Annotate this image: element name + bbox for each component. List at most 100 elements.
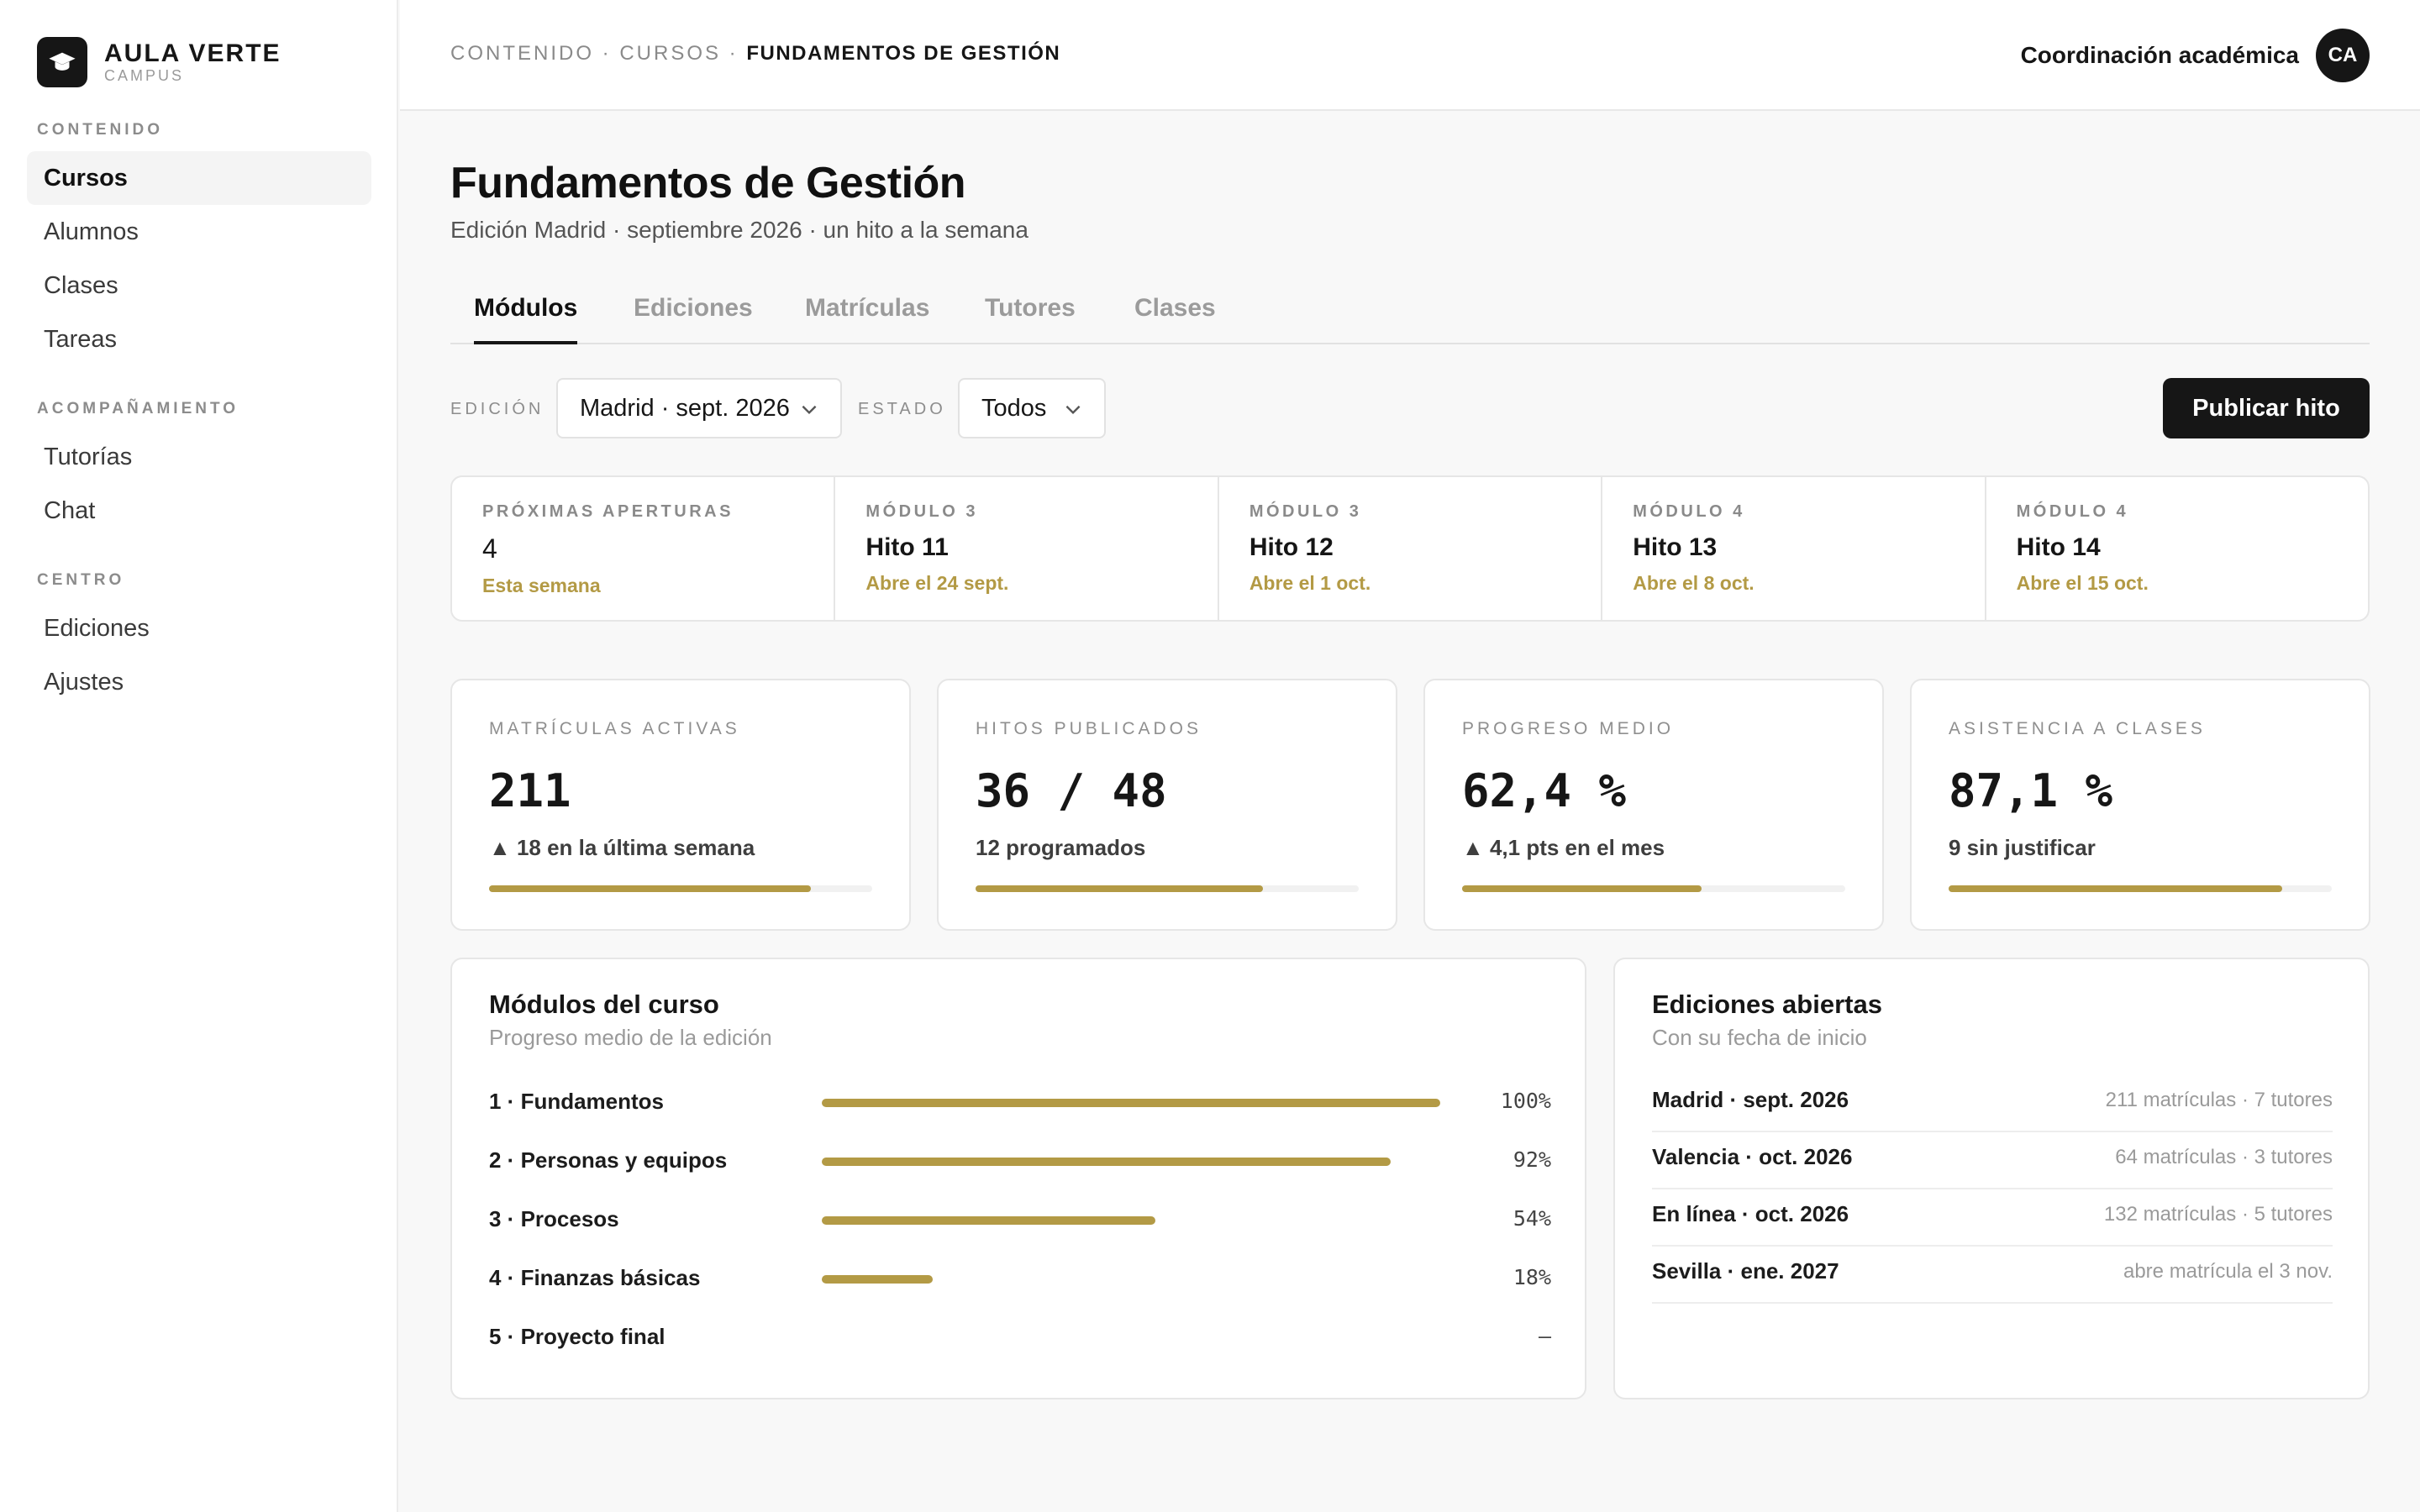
edition-meta: 211 matrículas · 7 tutores <box>2105 1089 2333 1111</box>
milestone-title: Hito 12 <box>1249 533 1334 561</box>
module-progress-fill <box>822 1216 1156 1225</box>
tab-tutores[interactable]: Tutores <box>985 294 1076 322</box>
module-row[interactable]: 3 · Procesos 54% <box>489 1203 1551 1236</box>
edition-row[interactable]: Valencia · oct. 2026 64 matrículas · 3 t… <box>1652 1132 2333 1189</box>
module-progress-track <box>822 1275 1440 1284</box>
kpi-progress-bar <box>976 885 1359 892</box>
kpi-label: ASISTENCIA A CLASES <box>1949 719 2206 738</box>
editions-panel: Ediciones abiertas Con su fecha de inici… <box>1613 958 2370 1399</box>
kpi-progress-bar <box>489 885 872 892</box>
breadcrumb-separator: · <box>594 42 620 65</box>
edition-select[interactable]: Madrid · sept. 2026 <box>556 378 842 438</box>
milestone-module: MÓDULO 4 <box>2016 502 2129 521</box>
sidebar: AULA VERTE CAMPUS CONTENIDO Cursos Alumn… <box>0 0 398 1512</box>
nav-section-acompanamiento: ACOMPAÑAMIENTO <box>37 400 239 417</box>
milestone-module: MÓDULO 4 <box>1633 502 1745 521</box>
module-percent: 18% <box>1512 1265 1551 1289</box>
edition-meta: 132 matrículas · 5 tutores <box>2103 1203 2333 1226</box>
upcoming-summary-note: Esta semana <box>482 575 601 596</box>
milestone-date: Abre el 15 oct. <box>2016 572 2149 594</box>
breadcrumb-separator: · <box>721 42 747 65</box>
breadcrumb-cursos[interactable]: CURSOS <box>619 42 722 65</box>
edition-row[interactable]: Madrid · sept. 2026 211 matrículas · 7 t… <box>1652 1075 2333 1132</box>
user-name: Coordinación académica <box>2020 42 2299 68</box>
edition-select-value: Madrid · sept. 2026 <box>580 394 790 422</box>
kpi-card-matriculas: MATRÍCULAS ACTIVAS 211 ▲ 18 en la última… <box>450 679 911 931</box>
kpi-value: 62,4 % <box>1462 764 1627 817</box>
module-percent: 100% <box>1500 1089 1551 1113</box>
module-progress-fill <box>822 1275 934 1284</box>
edition-row[interactable]: En línea · oct. 2026 132 matrículas · 5 … <box>1652 1189 2333 1247</box>
milestone-card[interactable]: MÓDULO 3 Hito 11 Abre el 24 sept. <box>835 477 1219 620</box>
chevron-down-icon <box>1065 405 1081 415</box>
module-row[interactable]: 1 · Fundamentos 100% <box>489 1085 1551 1119</box>
tab-bar: Módulos Ediciones Matrículas Tutores Cla… <box>450 282 2370 344</box>
sidebar-item-clases[interactable]: Clases <box>44 271 118 299</box>
chevron-down-icon <box>802 405 817 415</box>
upcoming-summary-label: PRÓXIMAS APERTURAS <box>482 502 734 521</box>
module-progress-track <box>822 1099 1440 1107</box>
kpi-progress-fill <box>489 885 812 892</box>
edition-row[interactable]: Sevilla · ene. 2027 abre matrícula el 3 … <box>1652 1247 2333 1304</box>
kpi-value: 211 <box>489 764 571 817</box>
sidebar-item-chat[interactable]: Chat <box>44 496 96 524</box>
brand-name: AULA VERTE <box>104 39 281 67</box>
kpi-progress-fill <box>1949 885 2283 892</box>
modules-panel: Módulos del curso Progreso medio de la e… <box>450 958 1586 1399</box>
upcoming-milestones: PRÓXIMAS APERTURAS 4 Esta semana MÓDULO … <box>450 475 2370 622</box>
modules-panel-title: Módulos del curso <box>489 990 719 1019</box>
kpi-label: MATRÍCULAS ACTIVAS <box>489 719 740 738</box>
graduation-cap-icon <box>37 37 87 87</box>
edition-meta: 64 matrículas · 3 tutores <box>2115 1146 2333 1168</box>
edition-meta: abre matrícula el 3 nov. <box>2123 1260 2333 1283</box>
milestone-card[interactable]: MÓDULO 4 Hito 13 Abre el 8 oct. <box>1602 477 1986 620</box>
brand-subtitle: CAMPUS <box>104 67 185 84</box>
milestone-card[interactable]: MÓDULO 4 Hito 14 Abre el 15 oct. <box>1986 477 2368 620</box>
sidebar-item-alumnos[interactable]: Alumnos <box>44 218 139 245</box>
brand[interactable]: AULA VERTE CAMPUS <box>37 37 281 87</box>
module-progress-track <box>822 1216 1440 1225</box>
nav-section-contenido: CONTENIDO <box>37 121 163 139</box>
module-row[interactable]: 4 · Finanzas básicas 18% <box>489 1262 1551 1295</box>
sidebar-item-ediciones[interactable]: Ediciones <box>44 614 150 642</box>
kpi-value: 87,1 % <box>1949 764 2113 817</box>
avatar[interactable]: CA <box>2316 29 2370 82</box>
kpi-card-progreso: PROGRESO MEDIO 62,4 % ▲ 4,1 pts en el me… <box>1423 679 1884 931</box>
upcoming-summary-count: 4 <box>482 533 497 564</box>
breadcrumb-current: FUNDAMENTOS DE GESTIÓN <box>746 42 1061 65</box>
module-name: 4 · Finanzas básicas <box>489 1265 701 1290</box>
nav-section-centro: CENTRO <box>37 571 125 589</box>
edition-name: En línea · oct. 2026 <box>1652 1201 1849 1226</box>
page-subtitle: Edición Madrid · septiembre 2026 · un hi… <box>450 217 1028 243</box>
tab-modulos[interactable]: Módulos <box>474 294 578 344</box>
sidebar-item-ajustes[interactable]: Ajustes <box>44 668 124 696</box>
state-select[interactable]: Todos <box>958 378 1106 438</box>
breadcrumb-contenido[interactable]: CONTENIDO <box>450 42 594 65</box>
module-row[interactable]: 5 · Proyecto final – <box>489 1320 1551 1354</box>
modules-panel-subtitle: Progreso medio de la edición <box>489 1025 772 1050</box>
top-bar: CONTENIDO · CURSOS · FUNDAMENTOS DE GEST… <box>400 0 2420 111</box>
edition-name: Valencia · oct. 2026 <box>1652 1144 1853 1169</box>
sidebar-item-cursos[interactable]: Cursos <box>27 151 371 205</box>
sidebar-item-tareas[interactable]: Tareas <box>44 325 118 353</box>
kpi-delta: ▲ 18 en la última semana <box>489 835 755 860</box>
module-progress-track <box>822 1158 1440 1166</box>
publish-milestone-button[interactable]: Publicar hito <box>2163 378 2370 438</box>
sidebar-item-tutorias[interactable]: Tutorías <box>44 443 133 470</box>
module-name: 5 · Proyecto final <box>489 1324 666 1349</box>
module-progress-fill <box>822 1158 1392 1166</box>
module-progress-track <box>822 1334 1440 1342</box>
tab-clases[interactable]: Clases <box>1134 294 1216 322</box>
tab-matriculas[interactable]: Matrículas <box>805 294 930 322</box>
milestone-card[interactable]: MÓDULO 3 Hito 12 Abre el 1 oct. <box>1219 477 1603 620</box>
kpi-value: 36 / 48 <box>976 764 1167 817</box>
milestone-module: MÓDULO 3 <box>1249 502 1362 521</box>
tab-ediciones[interactable]: Ediciones <box>634 294 753 322</box>
milestone-title: Hito 11 <box>865 533 949 561</box>
module-row[interactable]: 2 · Personas y equipos 92% <box>489 1144 1551 1178</box>
module-name: 2 · Personas y equipos <box>489 1147 728 1173</box>
kpi-card-hitos: HITOS PUBLICADOS 36 / 48 12 programados <box>937 679 1397 931</box>
module-name: 1 · Fundamentos <box>489 1089 665 1114</box>
module-percent: 54% <box>1512 1206 1551 1231</box>
user-menu[interactable]: Coordinación académica CA <box>2021 29 2370 82</box>
